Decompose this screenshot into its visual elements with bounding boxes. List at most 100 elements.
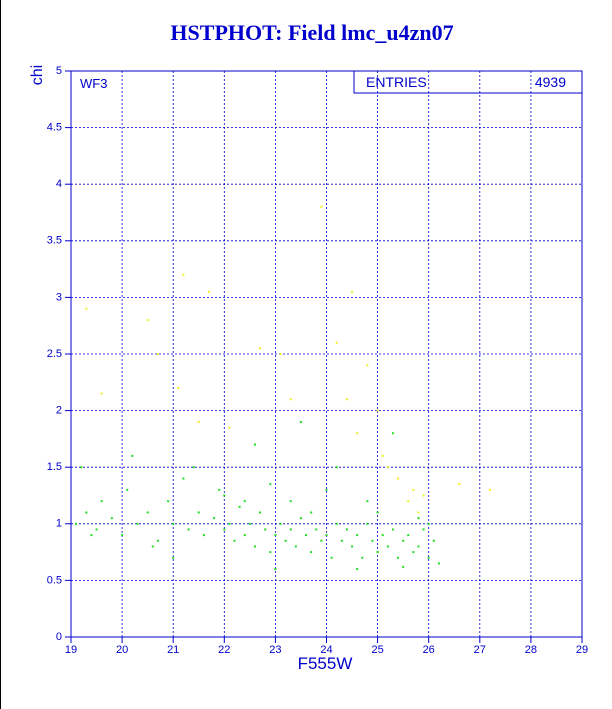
point (233, 539, 236, 542)
point (305, 534, 308, 537)
point (310, 511, 313, 514)
point (95, 528, 98, 531)
point (100, 500, 103, 503)
point (335, 522, 338, 525)
point (325, 488, 328, 491)
point (294, 545, 297, 548)
point (381, 454, 384, 457)
point (356, 568, 359, 571)
point (412, 488, 415, 491)
point (289, 500, 292, 503)
point (422, 494, 425, 497)
y-tick-label: 3.5 (47, 235, 62, 247)
point (228, 426, 231, 429)
y-tick-label: 0 (56, 631, 62, 643)
point (376, 551, 379, 554)
point (269, 551, 272, 554)
point (417, 511, 420, 514)
point (218, 488, 221, 491)
point (345, 398, 348, 401)
point (397, 556, 400, 559)
stats-value: 4939 (535, 74, 566, 90)
point (90, 534, 93, 537)
point (351, 545, 354, 548)
point (172, 556, 175, 559)
point (248, 522, 251, 525)
point (335, 341, 338, 344)
point (126, 488, 129, 491)
x-tick-label: 21 (167, 644, 179, 656)
point (402, 539, 405, 542)
point (136, 522, 139, 525)
point (489, 488, 492, 491)
point (182, 477, 185, 480)
chart-title: HSTPHOT: Field lmc_u4zn07 (170, 20, 453, 45)
point (279, 353, 282, 355)
point (376, 511, 379, 514)
point (351, 290, 354, 293)
point (407, 534, 410, 537)
point (391, 528, 394, 531)
point (335, 466, 338, 469)
point (284, 539, 287, 542)
point (182, 273, 185, 276)
point (366, 500, 369, 503)
y-tick-label: 2 (56, 405, 62, 417)
point (243, 500, 246, 503)
point (243, 534, 246, 537)
point (121, 534, 124, 537)
x-tick-label: 29 (576, 644, 588, 656)
point (156, 539, 159, 542)
plot-frame (70, 70, 583, 638)
point (238, 505, 241, 508)
point (402, 565, 405, 568)
point (156, 353, 159, 355)
point (172, 522, 175, 525)
point (366, 522, 369, 525)
point (458, 483, 461, 486)
point (223, 494, 226, 497)
point (356, 534, 359, 537)
x-tick-label: 20 (116, 644, 128, 656)
point (407, 500, 410, 503)
x-tick-label: 23 (269, 644, 281, 656)
x-tick-label: 24 (320, 644, 332, 656)
point (228, 522, 231, 525)
point (325, 534, 328, 537)
point (253, 443, 256, 446)
point (197, 420, 200, 423)
point (381, 534, 384, 537)
point (386, 545, 389, 548)
point (146, 319, 149, 322)
x-tick-label: 26 (423, 644, 435, 656)
point (289, 528, 292, 531)
x-tick-label: 19 (65, 644, 77, 656)
y-tick-label: 3 (56, 291, 62, 303)
point (315, 528, 318, 531)
point (361, 556, 364, 559)
point (432, 539, 435, 542)
x-tick-label: 28 (525, 644, 537, 656)
point (75, 522, 78, 525)
point (427, 556, 430, 559)
point (187, 528, 190, 531)
y-tick-label: 1.5 (47, 461, 62, 473)
y-tick-label: 4 (56, 178, 62, 190)
point (269, 483, 272, 486)
point (427, 522, 430, 525)
point (330, 556, 333, 559)
point (85, 511, 88, 514)
point (264, 528, 267, 531)
point (167, 500, 170, 503)
point (356, 432, 359, 435)
point (320, 539, 323, 542)
point (207, 290, 210, 293)
point (412, 551, 415, 554)
point (299, 517, 302, 520)
x-tick-label: 22 (218, 644, 230, 656)
point (80, 466, 83, 469)
point (345, 528, 348, 531)
point (274, 568, 277, 571)
point (259, 347, 262, 350)
